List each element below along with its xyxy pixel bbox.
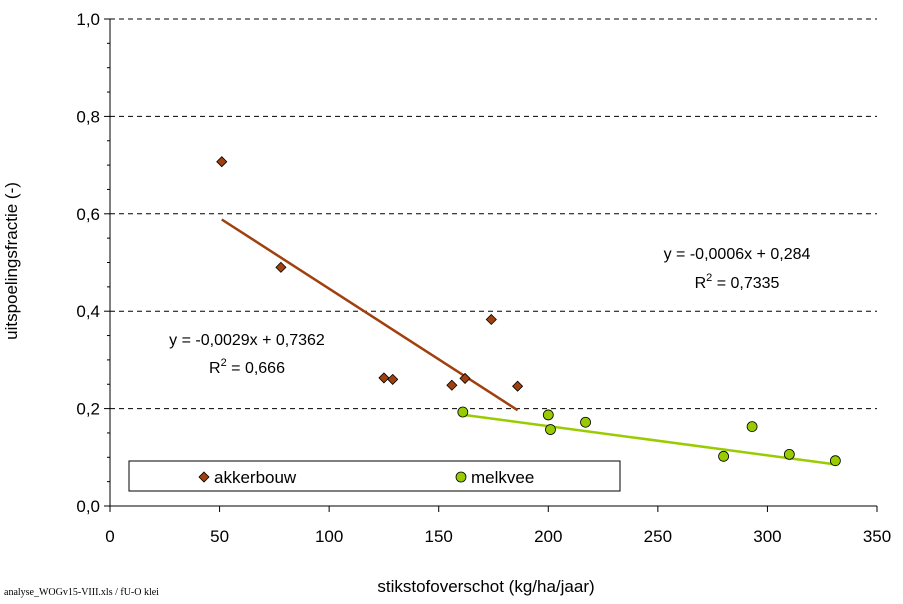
legend-item-melkvee: melkvee xyxy=(455,468,534,487)
legend-marker-melkvee xyxy=(455,471,467,483)
y-tick-label-4: 0,8 xyxy=(76,107,100,126)
x-tick-label-3: 150 xyxy=(425,527,453,546)
y-tick-label-3: 0,6 xyxy=(76,205,100,224)
x-tick-label-6: 300 xyxy=(753,527,781,546)
trendline-r2-melkvee: R2 = 0,7335 xyxy=(695,272,780,292)
point-melkvee-7 xyxy=(829,455,841,467)
point-melkvee-0 xyxy=(457,406,469,418)
point-melkvee-1 xyxy=(542,409,554,421)
data-points xyxy=(216,156,841,467)
y-tick-label-0: 0,0 xyxy=(76,497,100,516)
point-akkerbouw-4 xyxy=(446,379,458,391)
point-melkvee-5 xyxy=(746,421,758,433)
legend-label-melkvee: melkvee xyxy=(471,468,534,487)
point-melkvee-2 xyxy=(545,424,556,435)
trendline-akkerbouw xyxy=(221,218,519,412)
trendline-r2-akkerbouw: R2 = 0,666 xyxy=(209,357,285,377)
gridlines xyxy=(110,18,877,410)
point-akkerbouw-0 xyxy=(216,156,228,168)
x-tick-label-4: 200 xyxy=(534,527,562,546)
point-akkerbouw-5 xyxy=(459,372,471,384)
axes xyxy=(104,18,878,512)
x-tick-label-0: 0 xyxy=(105,527,114,546)
y-tick-label-1: 0,2 xyxy=(76,400,100,419)
legend-label-akkerbouw: akkerbouw xyxy=(214,468,297,487)
x-tick-label-1: 50 xyxy=(210,527,229,546)
point-akkerbouw-6 xyxy=(485,313,497,326)
legend-box xyxy=(128,460,621,492)
trendline-melkvee xyxy=(462,413,836,466)
trendline-equation-akkerbouw: y = -0,0029x + 0,7362 xyxy=(169,332,325,349)
point-melkvee-6 xyxy=(783,448,795,460)
point-akkerbouw-7 xyxy=(512,380,524,392)
point-akkerbouw-3 xyxy=(387,373,399,385)
x-tick-label-5: 250 xyxy=(644,527,672,546)
x-axis-title: stikstofoverschot (kg/ha/jaar) xyxy=(377,577,594,596)
legend: akkerbouw melkvee xyxy=(128,460,621,492)
point-melkvee-4 xyxy=(718,450,729,462)
tick-labels: 0,0 0,2 0,4 0,6 0,8 1,0 0 50 100 150 200 250 300 350 xyxy=(76,10,891,546)
y-axis-title: uitspoelingsfractie (-) xyxy=(2,182,21,340)
legend-item-akkerbouw: akkerbouw xyxy=(198,468,297,487)
source-footnote: analyse_WOGv15-VIII.xls / fU-O klei xyxy=(4,587,159,598)
point-akkerbouw-2 xyxy=(378,372,390,384)
point-akkerbouw-1 xyxy=(275,261,287,273)
legend-marker-akkerbouw xyxy=(198,471,210,483)
y-tick-label-2: 0,4 xyxy=(76,302,100,321)
x-tick-label-2: 100 xyxy=(315,527,343,546)
trendline-equation-melkvee: y = -0,0006x + 0,284 xyxy=(664,246,811,263)
y-tick-label-5: 1,0 xyxy=(76,10,100,29)
point-melkvee-3 xyxy=(580,416,591,428)
x-tick-label-7: 350 xyxy=(863,527,891,546)
